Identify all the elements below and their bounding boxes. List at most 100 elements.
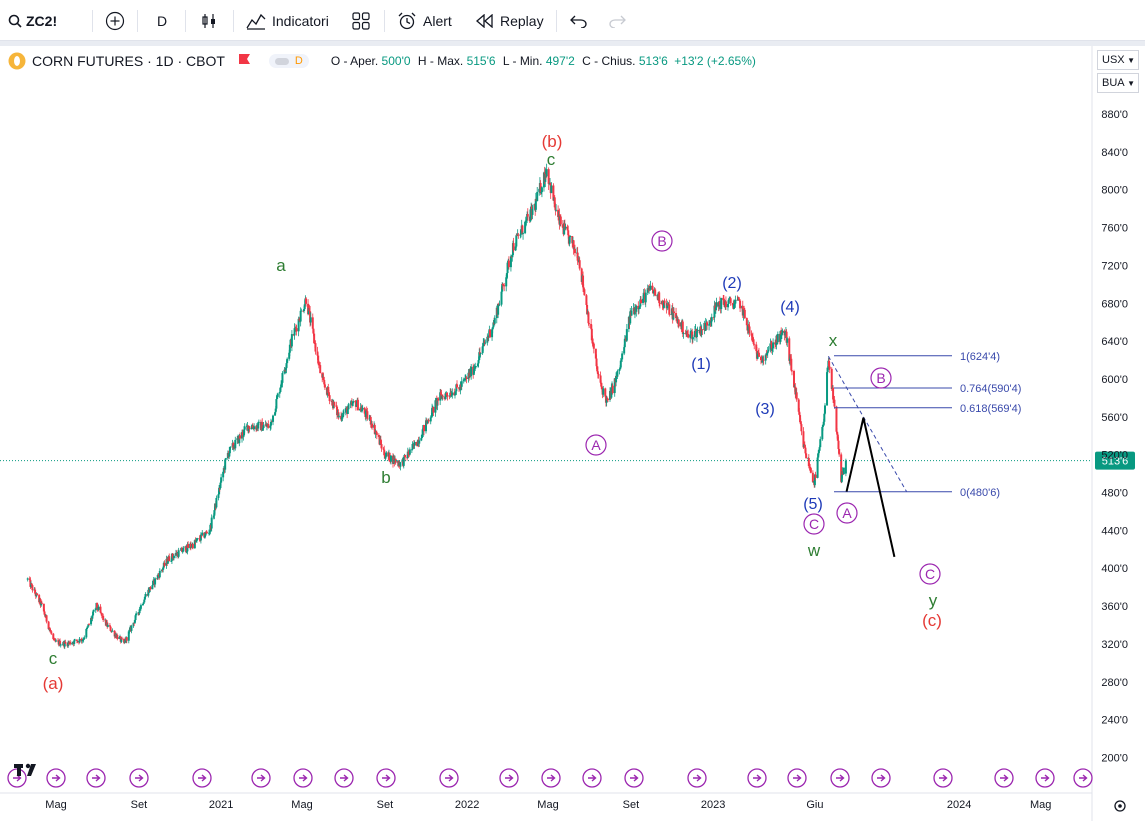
chart-type-button[interactable] [199,0,219,41]
wave-label-C-circled-2: C [919,563,941,585]
candle-down [838,449,841,455]
settings-gear-icon[interactable] [1114,800,1126,812]
event-marker-icon[interactable] [293,768,313,788]
indicators-button[interactable]: Indicatori [246,0,329,41]
candle-up [826,372,829,406]
candle-up [340,417,343,420]
axes: 880'0 840'0 800'0 760'0 720'0 680'0 640'0 600'0… [45,109,1128,812]
candle-down [597,374,600,376]
candle-up [342,412,345,414]
candle-down [797,399,800,412]
chart-area[interactable]: 513'6 1(624'4) 0.764(590'4) 0.618(569'4) 0(4… [0,46,1145,821]
candle-up [482,342,485,347]
candle-down [28,578,31,580]
candle-down [284,369,287,371]
event-marker-icon[interactable] [871,768,891,788]
candle-up [73,640,76,644]
unit-select[interactable]: BUA ▼ [1097,73,1139,93]
redo-button[interactable] [608,0,626,41]
compare-symbol-button[interactable] [105,0,125,41]
candle-up [450,395,453,397]
price-tick-label: 320'0 [1101,639,1128,651]
interval-button[interactable]: D [157,0,167,41]
candle-down [814,474,817,478]
event-marker-icon[interactable] [7,768,27,788]
undo-button[interactable] [570,0,588,41]
candle-up [840,474,843,482]
candle-up [204,532,207,536]
price-chart[interactable]: 513'6 1(624'4) 0.764(590'4) 0.618(569'4) 0(4… [0,46,1145,821]
candle-up [385,452,388,457]
event-marker-icon[interactable] [439,768,459,788]
event-marker-icon[interactable] [86,768,106,788]
event-marker-icon[interactable] [192,768,212,788]
candle-up [531,208,534,215]
candle-up [257,421,260,423]
candle-down [836,431,839,435]
replay-button[interactable]: Replay [476,0,544,41]
candle-up [172,555,175,559]
candle-down [185,546,188,553]
event-marker-icon[interactable] [1035,768,1055,788]
candle-up [536,191,539,202]
candle-up [662,300,665,308]
candle-down [42,603,45,612]
event-marker-icon[interactable] [129,768,149,788]
candle-down [759,356,762,361]
candle-up [243,429,246,436]
wave-label-a-red: (a) [43,674,64,693]
event-marker-icon[interactable] [376,768,396,788]
event-marker-icon[interactable] [582,768,602,788]
event-marker-icon[interactable] [787,768,807,788]
candle-up [623,338,626,348]
candle-down [267,423,270,428]
legend-title: CORN FUTURES · 1D · CBOT [32,53,225,69]
price-tick-label: 240'0 [1101,715,1128,727]
arrow-right-icon [793,774,802,782]
event-marker-icon[interactable] [499,768,519,788]
candle-down [588,323,591,325]
candle-up [623,347,626,354]
event-marker-icon[interactable] [747,768,767,788]
price-tick-label: 560'0 [1101,412,1128,424]
event-marker-icon[interactable] [1073,768,1093,788]
arrow-right-icon [92,774,101,782]
candle-up [842,467,845,475]
candle-up [361,407,364,410]
candle-up [823,413,826,422]
event-marker-icon[interactable] [624,768,644,788]
candle-down [637,305,640,310]
candle-up [342,412,345,418]
flag-icon[interactable] [237,53,251,70]
candle-down [691,331,694,340]
event-marker-icon[interactable] [46,768,66,788]
time-tick-label: Mag [537,799,558,811]
candle-up [696,329,699,331]
event-marker-icon[interactable] [541,768,561,788]
candle-up [638,306,641,309]
time-tick-label: Mag [1030,799,1051,811]
candle-up [505,273,508,278]
candle-up [92,611,95,616]
layouts-button[interactable] [351,0,371,41]
event-marker-icon[interactable] [933,768,953,788]
currency-select[interactable]: USX ▼ [1097,50,1139,70]
symbol-search-button[interactable]: ZC2! [8,0,57,41]
candle-up [481,346,484,354]
candle-down [149,587,152,590]
candle-up [344,408,347,413]
candle-down [802,431,805,448]
market-status-badge[interactable]: D [268,54,309,68]
candle-up [642,298,645,303]
wave-circle [651,230,673,252]
event-marker-icon[interactable] [334,768,354,788]
candle-up [672,311,675,320]
event-marker-icon[interactable] [830,768,850,788]
alert-button[interactable]: Alert [397,0,452,41]
candle-up [620,359,623,361]
candle-up [399,462,402,467]
event-marker-icon[interactable] [687,768,707,788]
event-marker-icon[interactable] [251,768,271,788]
candle-down [88,624,91,626]
event-marker-icon[interactable] [994,768,1014,788]
